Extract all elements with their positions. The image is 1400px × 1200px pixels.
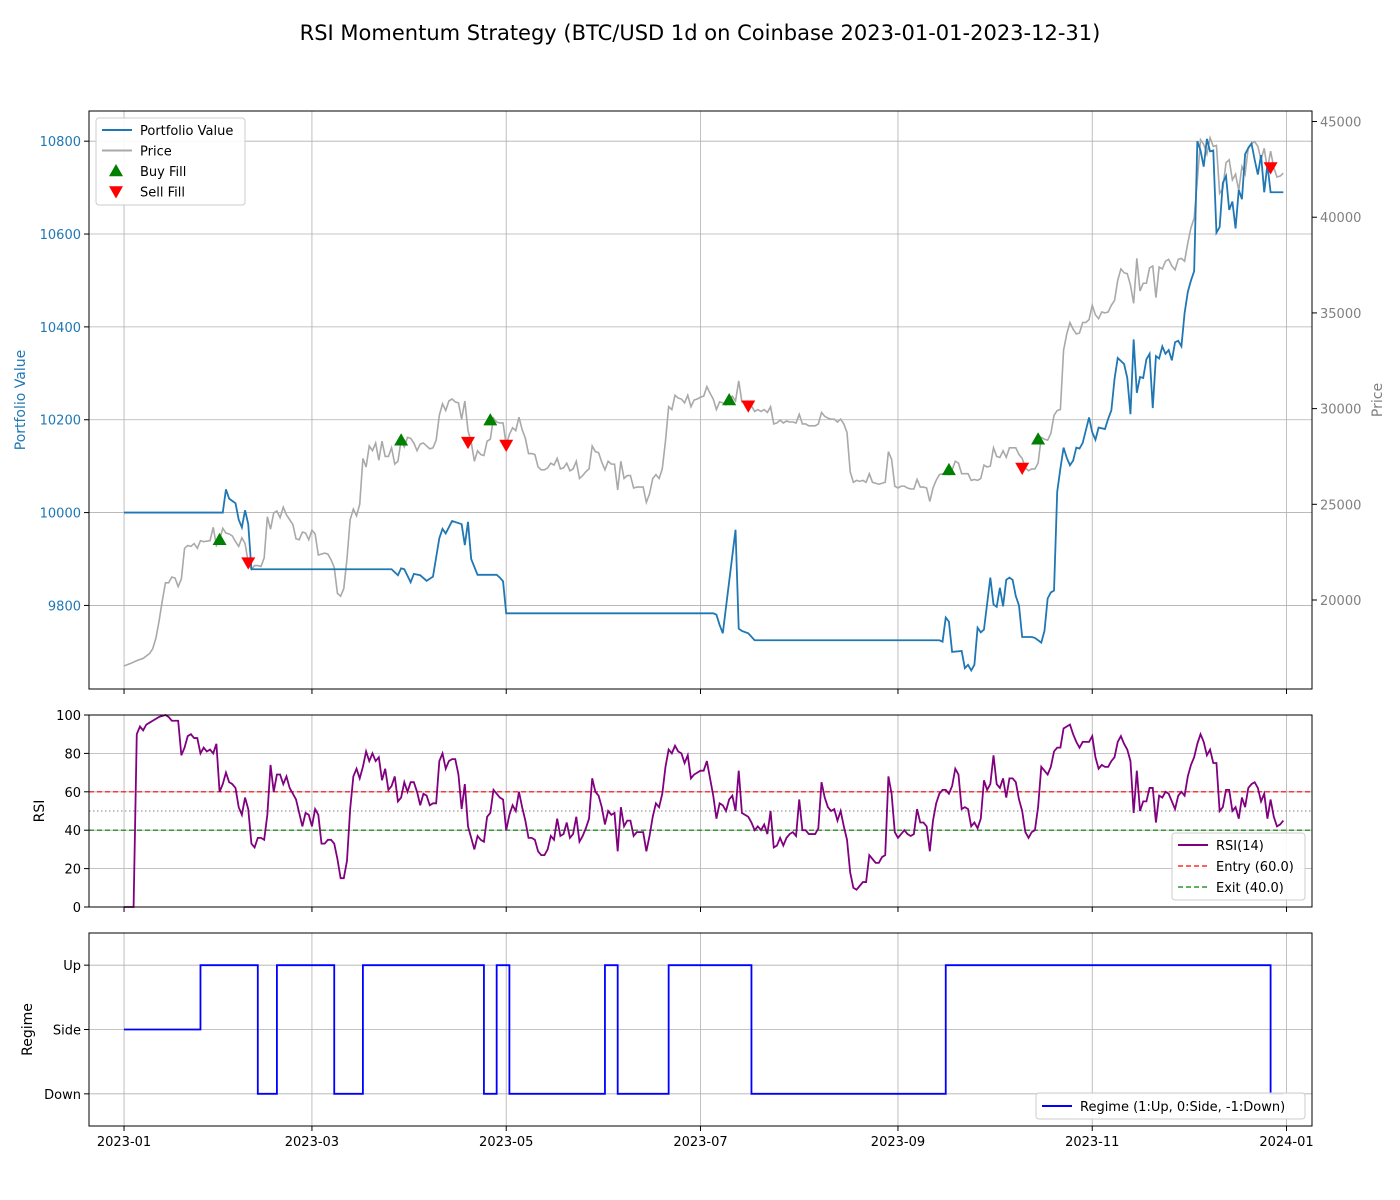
y-tick-label-right: 40000 (1320, 211, 1361, 226)
plot-frame (88, 932, 1313, 1127)
plot-frame (88, 110, 1313, 690)
rsi-line (124, 714, 1285, 908)
legend-portfolio-label: Portfolio Value (140, 124, 233, 139)
regime-panel: 2023-01 2023-03 2023-05 2023-07 2023-09 2023-… (20, 932, 1314, 1150)
chart-title: RSI Momentum Strategy (BTC/USD 1d on Coi… (300, 21, 1101, 45)
y-tick-label-right: 45000 (1320, 116, 1361, 131)
x-tick-label: 2023-01 (97, 1135, 151, 1150)
legend: RSI(14) Entry (60.0) Exit (40.0) (1171, 832, 1306, 901)
sell-fill-marker (499, 439, 514, 452)
y-tick-label-left: 10400 (40, 321, 81, 336)
sell-fill-marker (741, 400, 756, 413)
price-line (123, 134, 1284, 667)
legend: Portfolio Value Price Buy Fill Sell Fill (95, 117, 246, 206)
rsi-panel: 0 20 40 60 80 100 RSI RSI(14) Entry (60.0) Exit (… (32, 709, 1313, 916)
x-tick-label: 2024-01 (1259, 1135, 1313, 1150)
legend-sell-label: Sell Fill (140, 186, 185, 201)
y-tick-label: 100 (56, 709, 81, 724)
y-tick-label: 40 (64, 824, 81, 839)
x-tick-label: 2023-11 (1065, 1135, 1119, 1150)
x-tick-label: 2023-07 (673, 1135, 727, 1150)
sell-fill-marker (1015, 462, 1030, 475)
y-tick-label: 20 (64, 863, 81, 878)
y-tick-label-right: 25000 (1320, 498, 1361, 513)
y-axis-label: Regime (20, 1003, 36, 1056)
y-axis-label-right: Price (1370, 383, 1386, 417)
x-tick-label: 2023-03 (285, 1135, 339, 1150)
buy-fill-marker (1031, 432, 1046, 445)
buy-fill-marker (394, 433, 409, 446)
legend-price-label: Price (140, 145, 172, 160)
y-tick-label-right: 20000 (1320, 594, 1361, 609)
legend-exit-label: Exit (40.0) (1216, 881, 1284, 896)
y-tick-label: Side (53, 1024, 81, 1039)
y-tick-label-right: 35000 (1320, 307, 1361, 322)
buy-fill-marker (722, 393, 737, 406)
buy-fill-marker (212, 532, 227, 545)
legend-regime-label: Regime (1:Up, 0:Side, -1:Down) (1080, 1100, 1285, 1115)
y-tick-label: 80 (64, 747, 81, 762)
y-tick-label-right: 30000 (1320, 403, 1361, 418)
buy-fill-marker (941, 462, 956, 476)
y-tick-label: 60 (64, 786, 81, 801)
buy-fill-marker (483, 413, 498, 426)
legend-buy-label: Buy Fill (140, 165, 186, 180)
sell-fill-marker (461, 436, 476, 450)
legend: Regime (1:Up, 0:Side, -1:Down) (1035, 1092, 1306, 1120)
y-tick-label-left: 10600 (40, 228, 81, 243)
y-tick-label-left: 10800 (40, 135, 81, 150)
legend-sell-swatch (109, 186, 123, 199)
plot-frame (88, 714, 1313, 908)
y-tick-label-left: 10200 (40, 414, 81, 429)
sell-fill-marker (1263, 162, 1278, 175)
y-tick-label: Down (44, 1088, 81, 1103)
legend-box (1035, 1092, 1306, 1120)
legend-entry-label: Entry (60.0) (1216, 860, 1294, 875)
y-tick-label: 0 (73, 901, 81, 916)
y-axis-label-left: Portfolio Value (13, 350, 29, 451)
regime-step-line (124, 964, 1284, 1095)
y-tick-label: Up (63, 959, 81, 974)
y-axis-label: RSI (32, 800, 48, 823)
x-tick-label: 2023-05 (479, 1135, 533, 1150)
legend-box (1171, 832, 1306, 901)
x-tick-label: 2023-09 (871, 1135, 925, 1150)
portfolio-price-panel: 9800 10000 10200 10400 10600 10800 20000 25000 3… (13, 110, 1386, 694)
y-tick-label-left: 9800 (48, 599, 81, 614)
portfolio-value-line (124, 138, 1284, 673)
legend-box (95, 117, 246, 206)
y-tick-label-left: 10000 (40, 507, 81, 522)
legend-buy-swatch (109, 164, 123, 177)
sell-fill-marker (241, 557, 256, 570)
legend-rsi-label: RSI(14) (1216, 839, 1264, 854)
